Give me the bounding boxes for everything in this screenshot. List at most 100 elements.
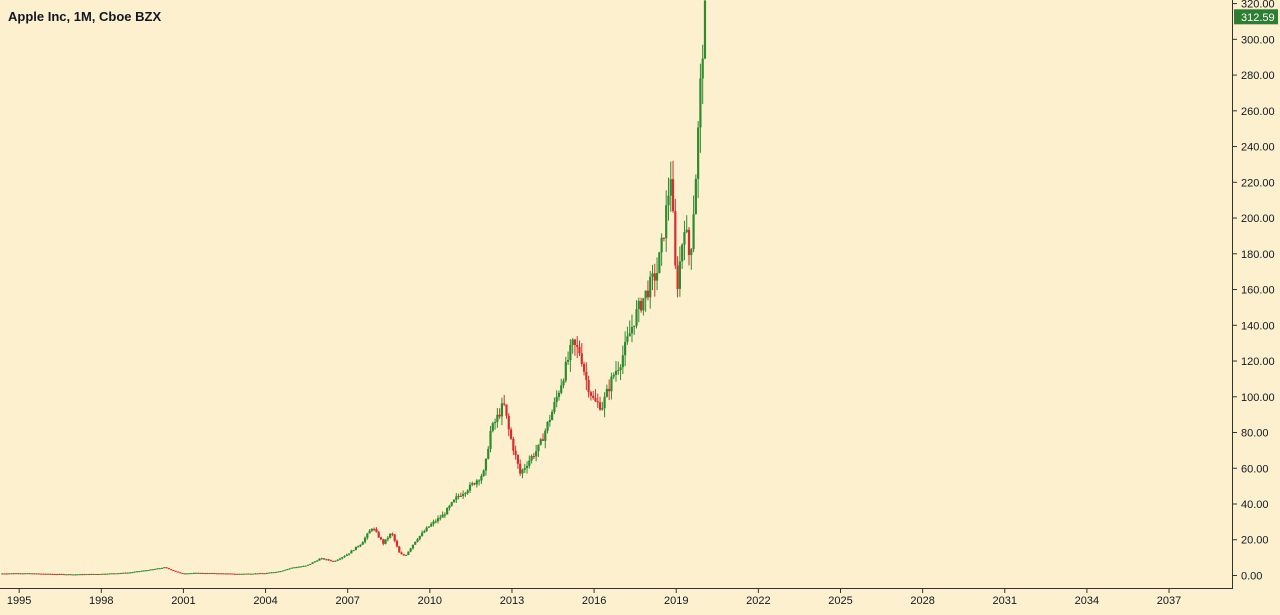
candle — [503, 394, 506, 407]
candle-body — [557, 392, 561, 397]
candle-body — [681, 244, 684, 262]
candle-body — [65, 574, 68, 576]
candle — [341, 556, 344, 560]
candle — [281, 570, 285, 572]
candle-body — [149, 569, 152, 571]
candle-body — [110, 573, 113, 575]
candle — [646, 280, 650, 301]
candle-body — [532, 456, 535, 458]
candle — [231, 573, 234, 575]
candle — [37, 573, 40, 575]
candle-body — [555, 396, 558, 403]
candle-body — [384, 539, 387, 544]
candle-body — [701, 58, 704, 79]
y-tick-label: 20.00 — [1241, 535, 1269, 547]
candle-body — [635, 309, 638, 326]
candle — [354, 546, 358, 551]
candle-body — [297, 566, 300, 568]
candle — [290, 567, 294, 569]
candle — [249, 573, 253, 575]
candle-body — [546, 421, 549, 431]
candle — [316, 559, 319, 562]
candle — [124, 572, 127, 574]
candle-body — [338, 558, 342, 560]
candle-body — [192, 572, 196, 574]
candle-body — [386, 537, 389, 540]
candle — [142, 570, 145, 572]
candle — [478, 479, 481, 486]
candle-body — [653, 273, 656, 281]
candle-body — [55, 574, 59, 576]
candle — [39, 573, 43, 575]
candle-body — [272, 572, 275, 574]
candle — [692, 195, 695, 253]
candle-body — [587, 380, 590, 393]
candle-body — [592, 395, 595, 398]
candle-body — [158, 568, 161, 570]
candle — [548, 414, 551, 427]
candle-body — [135, 571, 138, 573]
candle — [528, 455, 531, 469]
candle-body — [678, 261, 681, 289]
candle — [233, 573, 237, 575]
candle — [55, 573, 59, 576]
y-tick-label: 120.00 — [1241, 356, 1275, 368]
candle-body — [347, 553, 351, 555]
candle — [443, 512, 446, 518]
candle-body — [201, 572, 205, 574]
candle — [359, 544, 362, 548]
x-tick-label: 2031 — [993, 595, 1017, 607]
candle — [662, 237, 666, 242]
candle-body — [103, 573, 107, 575]
candle — [427, 526, 431, 528]
candle — [651, 264, 654, 291]
candle — [500, 397, 504, 426]
candle — [699, 63, 702, 153]
candle-body — [138, 571, 141, 573]
candle-body — [81, 574, 84, 576]
candle — [42, 573, 45, 575]
candle — [297, 566, 300, 568]
candle-body — [117, 573, 120, 575]
candle-body — [60, 573, 63, 575]
candle — [236, 573, 239, 575]
candle-body — [639, 300, 643, 311]
candle-body — [660, 237, 663, 253]
candle-body — [318, 558, 321, 561]
candle — [220, 573, 223, 575]
candle — [347, 553, 351, 556]
candle — [420, 530, 424, 537]
candle-body — [26, 573, 29, 575]
candle-body — [279, 571, 282, 573]
candle-body — [8, 573, 11, 575]
candle-body — [516, 455, 519, 464]
candle-body — [626, 336, 629, 342]
candle — [446, 507, 449, 515]
candle — [112, 573, 116, 575]
candle — [626, 326, 629, 345]
candle — [106, 573, 109, 575]
candle-body — [398, 546, 401, 553]
candle — [560, 378, 563, 395]
candle — [277, 571, 280, 573]
candle-body — [509, 429, 513, 439]
candle-body — [240, 573, 243, 575]
candle — [165, 567, 168, 569]
candle-body — [630, 326, 634, 334]
price-axis[interactable]: 0.00 20.00 40.00 60.00 80.00 100.00 120.00 140.… — [1232, 0, 1275, 582]
candle-body — [507, 415, 510, 430]
candle-body — [484, 458, 488, 471]
candle — [183, 573, 186, 575]
candle-body — [334, 560, 337, 562]
candle-body — [528, 460, 531, 466]
candle — [637, 297, 640, 323]
candle — [450, 501, 453, 507]
candle — [701, 44, 704, 105]
candle-body — [594, 397, 597, 402]
time-axis[interactable]: 1995 1998 2001 2004 2007 2010 2013 2016 2019 2022… — [7, 588, 1181, 607]
candle — [108, 573, 111, 575]
candle-body — [170, 569, 173, 571]
candle — [505, 404, 508, 419]
